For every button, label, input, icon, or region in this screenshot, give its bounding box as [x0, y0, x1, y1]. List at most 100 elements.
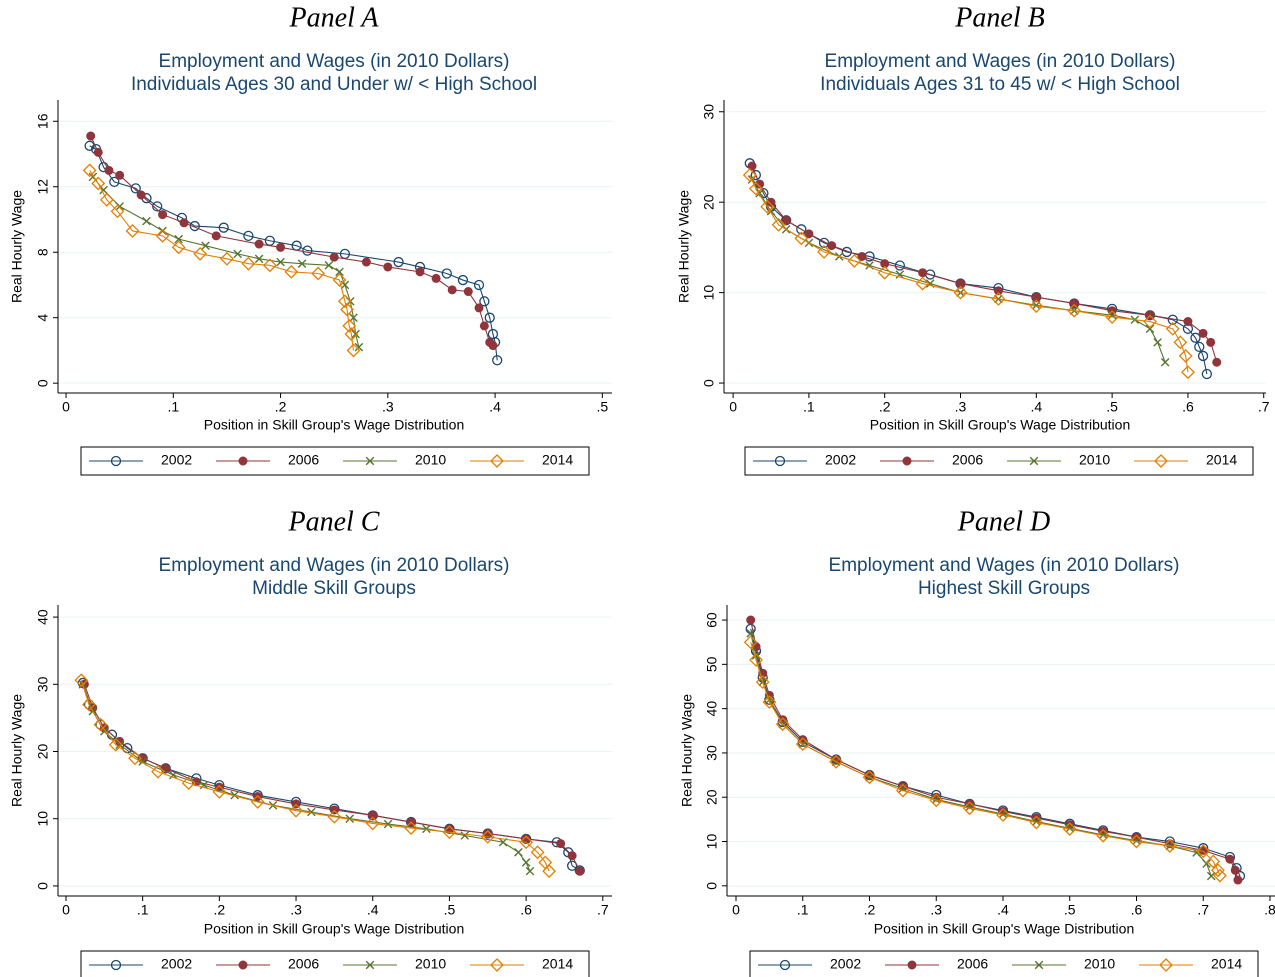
marker — [181, 776, 196, 791]
marker — [262, 258, 277, 273]
marker — [125, 224, 140, 238]
marker — [342, 318, 357, 333]
marker — [307, 807, 316, 817]
marker — [99, 192, 114, 207]
y-axis-title: Real Hourly Wage — [676, 190, 692, 303]
y-tick-label: 0 — [35, 882, 51, 890]
marker — [142, 216, 151, 226]
series — [744, 158, 1213, 380]
legend-marker — [490, 958, 504, 972]
marker — [765, 695, 774, 705]
legend-marker — [902, 456, 912, 466]
marker — [915, 276, 930, 291]
x-tick-label: .6 — [1182, 399, 1194, 415]
panel-label: Panel C — [288, 506, 380, 537]
marker — [335, 267, 344, 277]
marker — [201, 241, 210, 250]
marker — [1213, 868, 1227, 883]
marker — [1196, 844, 1211, 859]
legend-marker — [907, 960, 917, 970]
legend-marker — [238, 960, 248, 970]
x-axis-title: Position in Skill Group's Wage Distribut… — [204, 417, 464, 433]
marker — [130, 183, 141, 194]
marker — [895, 270, 905, 279]
marker — [1069, 298, 1079, 308]
series — [78, 680, 535, 876]
y-tick-label: 0 — [701, 379, 717, 387]
series — [74, 673, 557, 879]
marker — [212, 784, 227, 799]
marker — [158, 226, 167, 236]
marker — [250, 794, 265, 809]
series — [86, 131, 498, 351]
marker — [1201, 368, 1213, 380]
marker — [383, 262, 393, 272]
x-tick-label: .1 — [167, 399, 179, 415]
y-tick-label: 20 — [35, 744, 51, 760]
marker — [404, 821, 418, 836]
marker — [1096, 828, 1111, 843]
y-tick-label: 40 — [35, 609, 51, 625]
marker — [781, 215, 791, 225]
marker — [169, 770, 178, 780]
y-tick-label: 30 — [35, 676, 51, 692]
marker — [220, 251, 234, 266]
x-axis-title: Position in Skill Group's Wage Distribut… — [204, 921, 464, 937]
marker — [1031, 292, 1041, 302]
legend-marker — [365, 960, 375, 970]
marker — [365, 816, 380, 831]
marker — [104, 165, 114, 175]
x-tick-label: .1 — [137, 902, 149, 918]
marker — [746, 615, 756, 625]
legend-box — [80, 446, 590, 476]
chart-subtitle: Highest Skill Groups — [918, 578, 1090, 599]
marker — [211, 231, 221, 241]
marker — [345, 814, 355, 824]
series — [742, 168, 1195, 380]
x-tick-label: .5 — [1106, 399, 1118, 415]
marker — [1162, 839, 1177, 853]
marker — [766, 197, 776, 207]
marker — [479, 296, 490, 307]
marker — [1206, 337, 1216, 347]
legend-label: 2006 — [288, 452, 319, 468]
marker — [542, 864, 557, 879]
marker — [346, 343, 361, 358]
series-line — [89, 170, 355, 351]
legend-box — [744, 446, 1254, 476]
x-axis-title: Position in Skill Group's Wage Distribut… — [874, 921, 1134, 937]
marker — [354, 342, 364, 352]
marker — [243, 230, 254, 242]
marker — [993, 286, 1003, 296]
marker — [795, 737, 810, 751]
marker — [484, 312, 495, 323]
series-line — [751, 179, 1166, 363]
marker — [361, 257, 371, 267]
x-tick-label: .3 — [382, 399, 394, 415]
marker — [447, 285, 457, 295]
y-tick-label: 10 — [704, 834, 720, 850]
x-tick-label: .7 — [1258, 399, 1270, 415]
marker — [862, 770, 877, 785]
x-tick-label: .2 — [864, 902, 876, 918]
x-tick-label: .6 — [1131, 902, 1143, 918]
legend-marker — [1034, 960, 1044, 970]
panel-label: Panel D — [957, 506, 1051, 537]
marker — [514, 848, 523, 857]
x-tick-label: 0 — [729, 399, 737, 415]
x-tick-label: .3 — [930, 902, 942, 918]
marker — [84, 140, 95, 151]
marker — [798, 735, 808, 745]
marker — [748, 181, 763, 196]
series-line — [90, 135, 494, 346]
x-tick-label: .4 — [1030, 399, 1042, 415]
marker — [108, 737, 123, 752]
x-axis-title: Position in Skill Group's Wage Distribut… — [870, 417, 1130, 433]
marker — [115, 202, 124, 211]
marker — [115, 740, 124, 750]
series-line — [749, 174, 1189, 373]
y-tick-label: 50 — [704, 656, 720, 672]
marker — [929, 793, 944, 808]
series — [747, 175, 1170, 367]
